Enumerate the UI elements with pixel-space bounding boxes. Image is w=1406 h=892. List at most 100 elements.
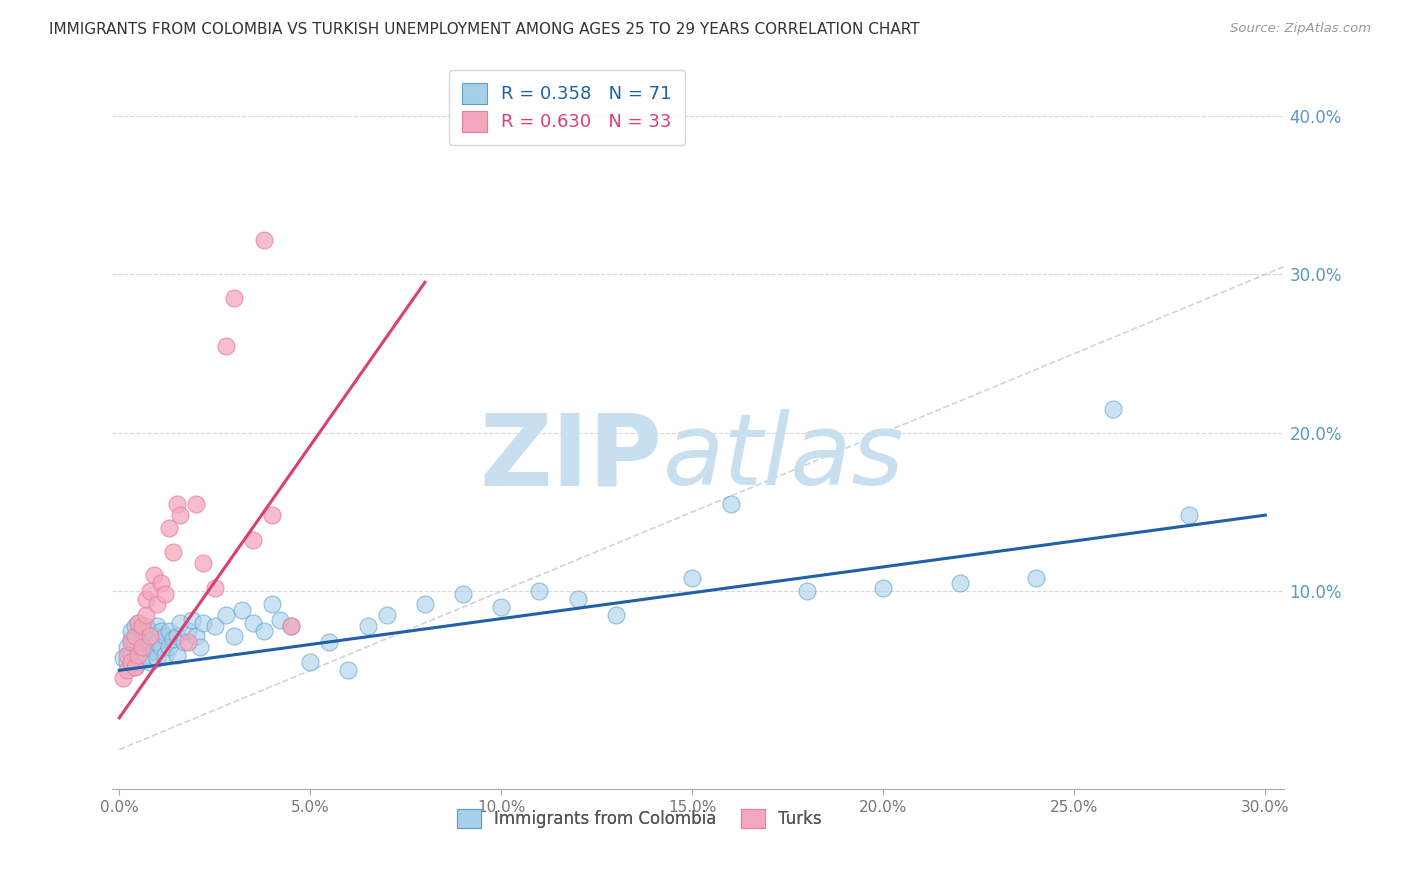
- Point: [375, 607, 398, 622]
- Point: [153, 628, 176, 642]
- Text: IMMIGRANTS FROM COLOMBIA VS TURKISH UNEMPLOYMENT AMONG AGES 25 TO 29 YEARS CORRE: IMMIGRANTS FROM COLOMBIA VS TURKISH UNEM…: [49, 22, 920, 37]
- Point: [127, 640, 149, 654]
- Point: [157, 521, 180, 535]
- Text: Source: ZipAtlas.com: Source: ZipAtlas.com: [1230, 22, 1371, 36]
- Point: [253, 233, 276, 247]
- Point: [451, 587, 474, 601]
- Point: [120, 624, 142, 638]
- Point: [177, 635, 200, 649]
- Point: [127, 648, 149, 662]
- Legend: Immigrants from Colombia, Turks: Immigrants from Colombia, Turks: [450, 802, 828, 835]
- Point: [1178, 508, 1201, 523]
- Point: [142, 568, 165, 582]
- Point: [166, 497, 188, 511]
- Point: [318, 635, 340, 649]
- Point: [413, 597, 436, 611]
- Point: [280, 619, 302, 633]
- Point: [169, 615, 191, 630]
- Point: [262, 508, 284, 523]
- Point: [124, 660, 146, 674]
- Point: [139, 584, 162, 599]
- Point: [115, 648, 138, 662]
- Point: [166, 628, 188, 642]
- Point: [124, 635, 146, 649]
- Point: [299, 656, 322, 670]
- Point: [146, 619, 169, 633]
- Point: [184, 628, 207, 642]
- Point: [131, 624, 153, 638]
- Point: [150, 576, 173, 591]
- Point: [131, 635, 153, 649]
- Point: [193, 556, 215, 570]
- Point: [242, 615, 264, 630]
- Point: [222, 291, 245, 305]
- Point: [124, 660, 146, 674]
- Point: [139, 624, 162, 638]
- Point: [242, 533, 264, 548]
- Point: [131, 650, 153, 665]
- Point: [529, 584, 551, 599]
- Point: [796, 584, 818, 599]
- Point: [146, 650, 169, 665]
- Point: [491, 600, 513, 615]
- Point: [184, 497, 207, 511]
- Point: [139, 635, 162, 649]
- Point: [120, 632, 142, 646]
- Point: [162, 544, 184, 558]
- Point: [135, 592, 157, 607]
- Point: [1025, 572, 1047, 586]
- Point: [157, 640, 180, 654]
- Point: [115, 640, 138, 654]
- Point: [605, 607, 627, 622]
- Point: [153, 587, 176, 601]
- Point: [120, 635, 142, 649]
- Point: [262, 597, 284, 611]
- Point: [127, 628, 149, 642]
- Point: [146, 635, 169, 649]
- Point: [124, 619, 146, 633]
- Point: [720, 497, 742, 511]
- Point: [337, 664, 360, 678]
- Point: [139, 628, 162, 642]
- Point: [231, 603, 253, 617]
- Point: [112, 650, 135, 665]
- Point: [193, 615, 215, 630]
- Point: [215, 339, 238, 353]
- Point: [146, 597, 169, 611]
- Point: [173, 635, 195, 649]
- Point: [142, 644, 165, 658]
- Point: [681, 572, 703, 586]
- Point: [139, 656, 162, 670]
- Point: [150, 640, 173, 654]
- Point: [222, 628, 245, 642]
- Point: [120, 656, 142, 670]
- Point: [188, 640, 211, 654]
- Point: [356, 619, 378, 633]
- Point: [215, 607, 238, 622]
- Point: [204, 581, 226, 595]
- Point: [115, 664, 138, 678]
- Point: [567, 592, 589, 607]
- Point: [127, 656, 149, 670]
- Point: [112, 671, 135, 685]
- Point: [131, 640, 153, 654]
- Point: [150, 624, 173, 638]
- Point: [142, 628, 165, 642]
- Point: [131, 619, 153, 633]
- Point: [135, 607, 157, 622]
- Point: [949, 576, 972, 591]
- Point: [135, 648, 157, 662]
- Point: [135, 619, 157, 633]
- Point: [157, 624, 180, 638]
- Point: [115, 656, 138, 670]
- Point: [169, 508, 191, 523]
- Point: [280, 619, 302, 633]
- Point: [162, 632, 184, 646]
- Point: [269, 613, 291, 627]
- Point: [177, 624, 200, 638]
- Text: ZIP: ZIP: [479, 409, 662, 506]
- Point: [124, 628, 146, 642]
- Point: [204, 619, 226, 633]
- Point: [135, 632, 157, 646]
- Point: [872, 581, 894, 595]
